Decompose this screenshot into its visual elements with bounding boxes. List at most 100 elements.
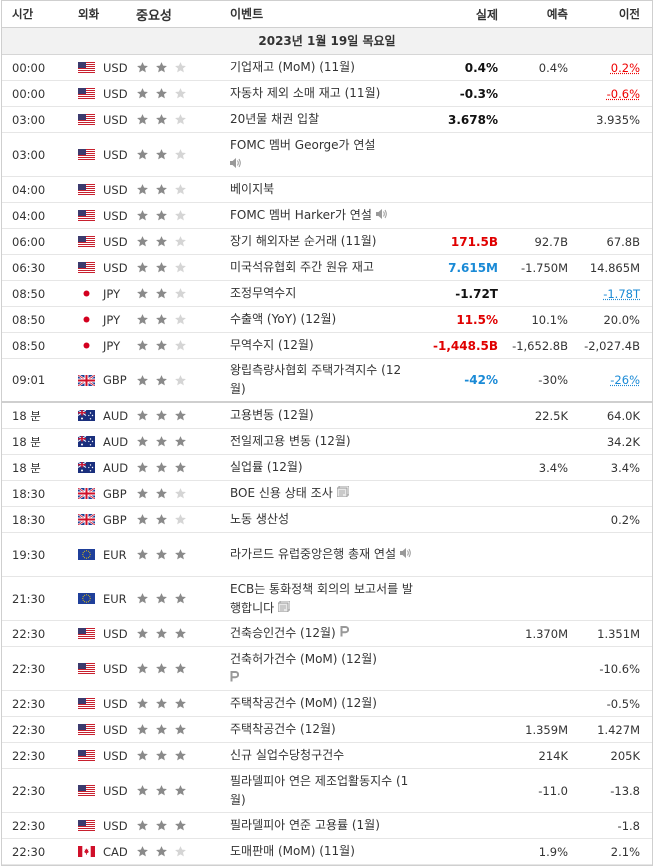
event-name[interactable]: 고용변동 (12월) <box>222 406 417 425</box>
report-icon[interactable] <box>337 484 349 503</box>
previous-value[interactable]: -26% <box>610 373 640 387</box>
event-name[interactable]: FOMC 멤버 Harker가 연설 <box>222 206 417 225</box>
event-title[interactable]: 자동차 제외 소매 재고 (11월) <box>230 86 380 100</box>
event-row[interactable]: 22:30 USD 필라델피아 연준 고용률 (1월) -1.8 <box>2 813 652 839</box>
event-row[interactable]: 18:30 GBP BOE 신용 상태 조사 <box>2 481 652 507</box>
event-row[interactable]: 09:01 GBP 왕립측량사협회 주택가격지수 (12월) -42% -30% -26% <box>2 359 652 403</box>
event-title[interactable]: 고용변동 (12월) <box>230 408 314 422</box>
event-time: 04:00 <box>2 183 68 197</box>
speaker-icon[interactable] <box>400 545 411 564</box>
event-row[interactable]: 19:30 EUR 라가르드 유럽중앙은행 총재 연설 <box>2 533 652 577</box>
event-name[interactable]: 필라델피아 연은 제조업활동지수 (1월) <box>222 772 417 810</box>
event-name[interactable]: 신규 실업수당청구건수 <box>222 746 417 765</box>
header-previous[interactable]: 이전 <box>572 6 652 22</box>
event-title[interactable]: 실업률 (12월) <box>230 460 303 474</box>
event-name[interactable]: 도매판매 (MoM) (11월) <box>222 842 417 861</box>
event-title[interactable]: 미국석유협회 주간 원유 재고 <box>230 260 374 274</box>
event-row[interactable]: 04:00 USD 베이지북 <box>2 177 652 203</box>
header-event[interactable]: 이벤트 <box>222 5 417 24</box>
event-row[interactable]: 00:00 USD 자동차 제외 소매 재고 (11월) -0.3% -0.6% <box>2 81 652 107</box>
event-name[interactable]: 20년물 채권 입찰 <box>222 110 417 129</box>
preliminary-icon[interactable] <box>340 624 349 643</box>
event-name[interactable]: 자동차 제외 소매 재고 (11월) <box>222 84 417 103</box>
header-currency[interactable]: 외화 <box>68 6 134 22</box>
event-title[interactable]: FOMC 멤버 George가 연설 <box>230 138 375 152</box>
event-name[interactable]: 왕립측량사협회 주택가격지수 (12월) <box>222 361 417 399</box>
event-row[interactable]: 21:30 EUR ECB는 통화정책 회의의 보고서를 발행합니다 <box>2 577 652 621</box>
event-name[interactable]: 건축승인건수 (12월) <box>222 624 417 643</box>
previous-value[interactable]: -0.6% <box>607 87 640 101</box>
event-currency: USD <box>68 627 134 641</box>
speaker-icon[interactable] <box>230 155 241 174</box>
event-row[interactable]: 18 분 AUD 전일제고용 변동 (12월) 34.2K <box>2 429 652 455</box>
event-row[interactable]: 08:50 JPY 무역수지 (12월) -1,448.5B -1,652.8B -2,0… <box>2 333 652 359</box>
event-row[interactable]: 22:30 USD 건축허가건수 (MoM) (12월) -10.6% <box>2 647 652 691</box>
event-title[interactable]: 노동 생산성 <box>230 512 289 526</box>
event-title[interactable]: 필라델피아 연은 제조업활동지수 (1월) <box>230 774 408 807</box>
event-title[interactable]: 조정무역수지 <box>230 286 296 300</box>
header-actual[interactable]: 실제 <box>417 6 502 23</box>
event-title[interactable]: 건축허가건수 (MoM) (12월) <box>230 652 377 666</box>
event-title[interactable]: 주택착공건수 (12월) <box>230 722 336 736</box>
event-title[interactable]: 왕립측량사협회 주택가격지수 (12월) <box>230 363 401 396</box>
event-row[interactable]: 03:00 USD 20년물 채권 입찰 3.678% 3.935% <box>2 107 652 133</box>
event-row[interactable]: 22:30 USD 신규 실업수당청구건수 214K 205K <box>2 743 652 769</box>
event-title[interactable]: 필라델피아 연준 고용률 (1월) <box>230 818 380 832</box>
event-name[interactable]: 주택착공건수 (MoM) (12월) <box>222 694 417 713</box>
preliminary-icon[interactable] <box>230 669 239 688</box>
event-title[interactable]: 베이지북 <box>230 182 274 196</box>
event-name[interactable]: 주택착공건수 (12월) <box>222 720 417 739</box>
event-title[interactable]: 장기 해외자본 순거래 (11월) <box>230 234 376 248</box>
event-name[interactable]: ECB는 통화정책 회의의 보고서를 발행합니다 <box>222 580 417 618</box>
event-name[interactable]: 건축허가건수 (MoM) (12월) <box>222 650 417 688</box>
event-title[interactable]: 기업재고 (MoM) (11월) <box>230 60 355 74</box>
header-time[interactable]: 시간 <box>2 6 68 22</box>
event-row[interactable]: 06:00 USD 장기 해외자본 순거래 (11월) 171.5B 92.7B 67.8… <box>2 229 652 255</box>
header-importance[interactable]: 중요성 <box>134 5 222 24</box>
event-name[interactable]: 필라델피아 연준 고용률 (1월) <box>222 816 417 835</box>
event-row[interactable]: 03:00 USD FOMC 멤버 George가 연설 <box>2 133 652 177</box>
event-row[interactable]: 22:30 USD 필라델피아 연은 제조업활동지수 (1월) -11.0 -13.8 <box>2 769 652 813</box>
event-title[interactable]: FOMC 멤버 Harker가 연설 <box>230 208 372 222</box>
event-name[interactable]: 미국석유협회 주간 원유 재고 <box>222 258 417 277</box>
event-row[interactable]: 22:30 CAD 도매판매 (MoM) (11월) 1.9% 2.1% <box>2 839 652 865</box>
event-row[interactable]: 18 분 AUD 고용변동 (12월) 22.5K 64.0K <box>2 403 652 429</box>
event-name[interactable]: 기업재고 (MoM) (11월) <box>222 58 417 77</box>
previous-value[interactable]: 0.2% <box>611 61 640 75</box>
report-icon[interactable] <box>278 599 290 618</box>
event-title[interactable]: BOE 신용 상태 조사 <box>230 486 333 500</box>
event-title[interactable]: 라가르드 유럽중앙은행 총재 연설 <box>230 547 396 561</box>
event-row[interactable]: 22:30 USD 건축승인건수 (12월) 1.370M 1.351M <box>2 621 652 647</box>
event-row[interactable]: 06:30 USD 미국석유협회 주간 원유 재고 7.615M -1.750M 14.8… <box>2 255 652 281</box>
event-name[interactable]: 실업률 (12월) <box>222 458 417 477</box>
event-row[interactable]: 04:00 USD FOMC 멤버 Harker가 연설 <box>2 203 652 229</box>
event-title[interactable]: 20년물 채권 입찰 <box>230 112 319 126</box>
event-row[interactable]: 18 분 AUD 실업률 (12월) 3.4% 3.4% <box>2 455 652 481</box>
event-name[interactable]: 라가르드 유럽중앙은행 총재 연설 <box>222 545 417 564</box>
event-title[interactable]: ECB는 통화정책 회의의 보고서를 발행합니다 <box>230 582 413 615</box>
event-title[interactable]: 신규 실업수당청구건수 <box>230 748 344 762</box>
event-name[interactable]: BOE 신용 상태 조사 <box>222 484 417 503</box>
event-title[interactable]: 주택착공건수 (MoM) (12월) <box>230 696 377 710</box>
event-row[interactable]: 08:50 JPY 조정무역수지 -1.72T -1.78T <box>2 281 652 307</box>
event-row[interactable]: 08:50 JPY 수출액 (YoY) (12월) 11.5% 10.1% 20.0% <box>2 307 652 333</box>
event-title[interactable]: 수출액 (YoY) (12월) <box>230 312 336 326</box>
header-forecast[interactable]: 예측 <box>502 6 572 22</box>
event-name[interactable]: 전일제고용 변동 (12월) <box>222 432 417 451</box>
event-name[interactable]: 베이지북 <box>222 180 417 199</box>
event-name[interactable]: 노동 생산성 <box>222 510 417 529</box>
event-title[interactable]: 전일제고용 변동 (12월) <box>230 434 351 448</box>
event-title[interactable]: 무역수지 (12월) <box>230 338 314 352</box>
event-name[interactable]: 무역수지 (12월) <box>222 336 417 355</box>
event-name[interactable]: 장기 해외자본 순거래 (11월) <box>222 232 417 251</box>
event-row[interactable]: 22:30 USD 주택착공건수 (12월) 1.359M 1.427M <box>2 717 652 743</box>
previous-value[interactable]: -1.78T <box>603 287 640 301</box>
event-name[interactable]: 수출액 (YoY) (12월) <box>222 310 417 329</box>
event-title[interactable]: 건축승인건수 (12월) <box>230 626 336 640</box>
event-name[interactable]: 조정무역수지 <box>222 284 417 303</box>
event-row[interactable]: 22:30 USD 주택착공건수 (MoM) (12월) -0.5% <box>2 691 652 717</box>
event-row[interactable]: 18:30 GBP 노동 생산성 0.2% <box>2 507 652 533</box>
event-name[interactable]: FOMC 멤버 George가 연설 <box>222 136 417 174</box>
speaker-icon[interactable] <box>376 206 387 225</box>
event-row[interactable]: 00:00 USD 기업재고 (MoM) (11월) 0.4% 0.4% 0.2% <box>2 55 652 81</box>
